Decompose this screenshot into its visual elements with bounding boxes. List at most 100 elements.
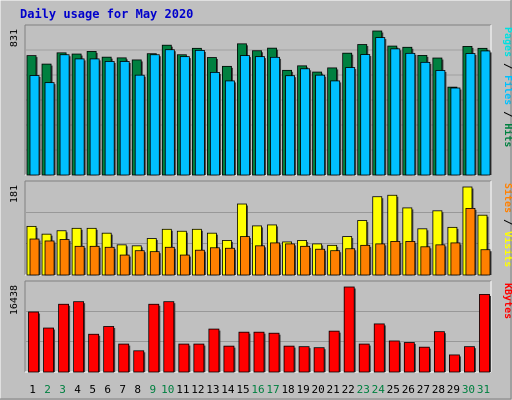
- bar-sites: [209, 247, 220, 276]
- bar-kbytes: [343, 286, 355, 373]
- legend-item: Visits: [502, 231, 512, 267]
- bar-files: [209, 72, 220, 176]
- bar-files: [270, 56, 280, 176]
- bar-files: [89, 58, 100, 176]
- bar-sites: [330, 250, 341, 276]
- x-tick-label: 21: [327, 383, 340, 396]
- bar-kbytes: [148, 303, 160, 373]
- bar-kbytes: [479, 294, 490, 373]
- bar-kbytes: [163, 301, 175, 373]
- bar-sites: [134, 250, 145, 276]
- bar-kbytes: [298, 346, 310, 373]
- bar-files: [285, 75, 295, 176]
- bar-kbytes: [238, 331, 250, 373]
- y-max-label: 181: [9, 185, 20, 203]
- bar-files: [194, 50, 205, 176]
- bar-sites: [104, 246, 115, 276]
- x-tick-label: 14: [221, 383, 235, 396]
- bar-kbytes: [328, 330, 340, 373]
- bar-files: [74, 58, 85, 176]
- legend-item: Sites: [502, 183, 512, 213]
- bar-sites: [435, 244, 446, 276]
- bar-sites: [74, 245, 85, 276]
- bar-sites: [29, 238, 40, 276]
- legend-separator: /: [502, 57, 512, 75]
- bar-files: [375, 37, 386, 176]
- bar-sites: [59, 239, 70, 276]
- bar-kbytes: [253, 331, 265, 373]
- legend-item: Hits: [502, 123, 512, 147]
- bar-files: [29, 75, 40, 176]
- x-tick-label: 26: [402, 383, 415, 396]
- x-tick-label: 10: [161, 383, 174, 396]
- chart-panel-2: 181 Sites / Visits: [9, 180, 512, 276]
- x-tick-label: 4: [74, 383, 81, 396]
- bar-kbytes: [403, 342, 415, 373]
- bar-kbytes: [208, 328, 220, 373]
- bar-kbytes: [464, 346, 475, 373]
- bar-kbytes: [103, 326, 115, 373]
- bar-sites: [270, 242, 280, 276]
- bar-sites: [300, 245, 311, 276]
- bar-sites: [465, 207, 476, 276]
- x-tick-label: 24: [372, 383, 386, 396]
- x-tick-label: 16: [251, 383, 264, 396]
- bar-files: [465, 53, 476, 176]
- chart-title: Daily usage for May 2020: [20, 7, 193, 21]
- x-tick-label: 30: [462, 383, 475, 396]
- bar-sites: [164, 246, 175, 276]
- chart-panel-3: 16438 KBytes: [9, 280, 512, 373]
- x-tick-label: 29: [447, 383, 460, 396]
- bar-sites: [255, 245, 265, 276]
- bar-kbytes: [73, 301, 85, 373]
- bar-sites: [405, 241, 416, 276]
- bar-sites: [480, 249, 491, 276]
- bar-kbytes: [178, 343, 190, 373]
- y-max-label: 831: [9, 29, 20, 47]
- bar-files: [420, 61, 431, 176]
- x-tick-label: 15: [236, 383, 249, 396]
- x-tick-label: 13: [206, 383, 219, 396]
- x-tick-label: 18: [281, 383, 294, 396]
- bar-files: [390, 48, 401, 176]
- y-max-label: 16438: [9, 285, 20, 315]
- bar-files: [360, 54, 371, 176]
- bar-kbytes: [193, 343, 205, 373]
- bar-files: [345, 67, 356, 176]
- legend: KBytes: [502, 283, 512, 319]
- x-axis-labels: 1 2 3 4 5 6 7 8 9 10 11 12 13 14 15 16 17 18 19 20 21 22 23 24 2…: [29, 383, 490, 396]
- bar-kbytes: [223, 345, 235, 373]
- x-tick-label: 17: [266, 383, 279, 396]
- bar-kbytes: [388, 340, 400, 373]
- chart-panel-1: 831 Pages / Files / Hits: [9, 24, 512, 176]
- x-tick-label: 9: [149, 383, 156, 396]
- bar-sites: [240, 236, 250, 276]
- bar-files: [480, 50, 491, 176]
- bar-kbytes: [418, 346, 430, 373]
- bar-kbytes: [358, 343, 370, 373]
- bar-sites: [450, 242, 461, 276]
- x-tick-label: 28: [432, 383, 445, 396]
- bar-files: [330, 80, 341, 176]
- bar-kbytes: [28, 311, 39, 373]
- bar-files: [44, 82, 55, 176]
- bar-sites: [225, 247, 235, 276]
- x-tick-label: 20: [312, 383, 325, 396]
- bar-kbytes: [373, 323, 385, 373]
- bar-sites: [345, 248, 356, 276]
- bar-sites: [315, 248, 326, 276]
- x-tick-label: 23: [357, 383, 370, 396]
- legend-separator: /: [502, 105, 512, 123]
- bar-kbytes: [283, 345, 295, 373]
- bar-sites: [375, 243, 386, 276]
- legend: Sites / Visits: [502, 183, 512, 267]
- x-tick-label: 19: [296, 383, 309, 396]
- bar-files: [179, 56, 190, 176]
- bar-kbytes: [313, 347, 325, 373]
- legend-item: Pages: [502, 27, 512, 57]
- bar-sites: [285, 243, 295, 276]
- legend-item: Files: [502, 75, 512, 105]
- bar-kbytes: [449, 354, 460, 373]
- chart-panels: 831 Pages / Files / Hits 181 Sites / Visits…: [9, 24, 512, 373]
